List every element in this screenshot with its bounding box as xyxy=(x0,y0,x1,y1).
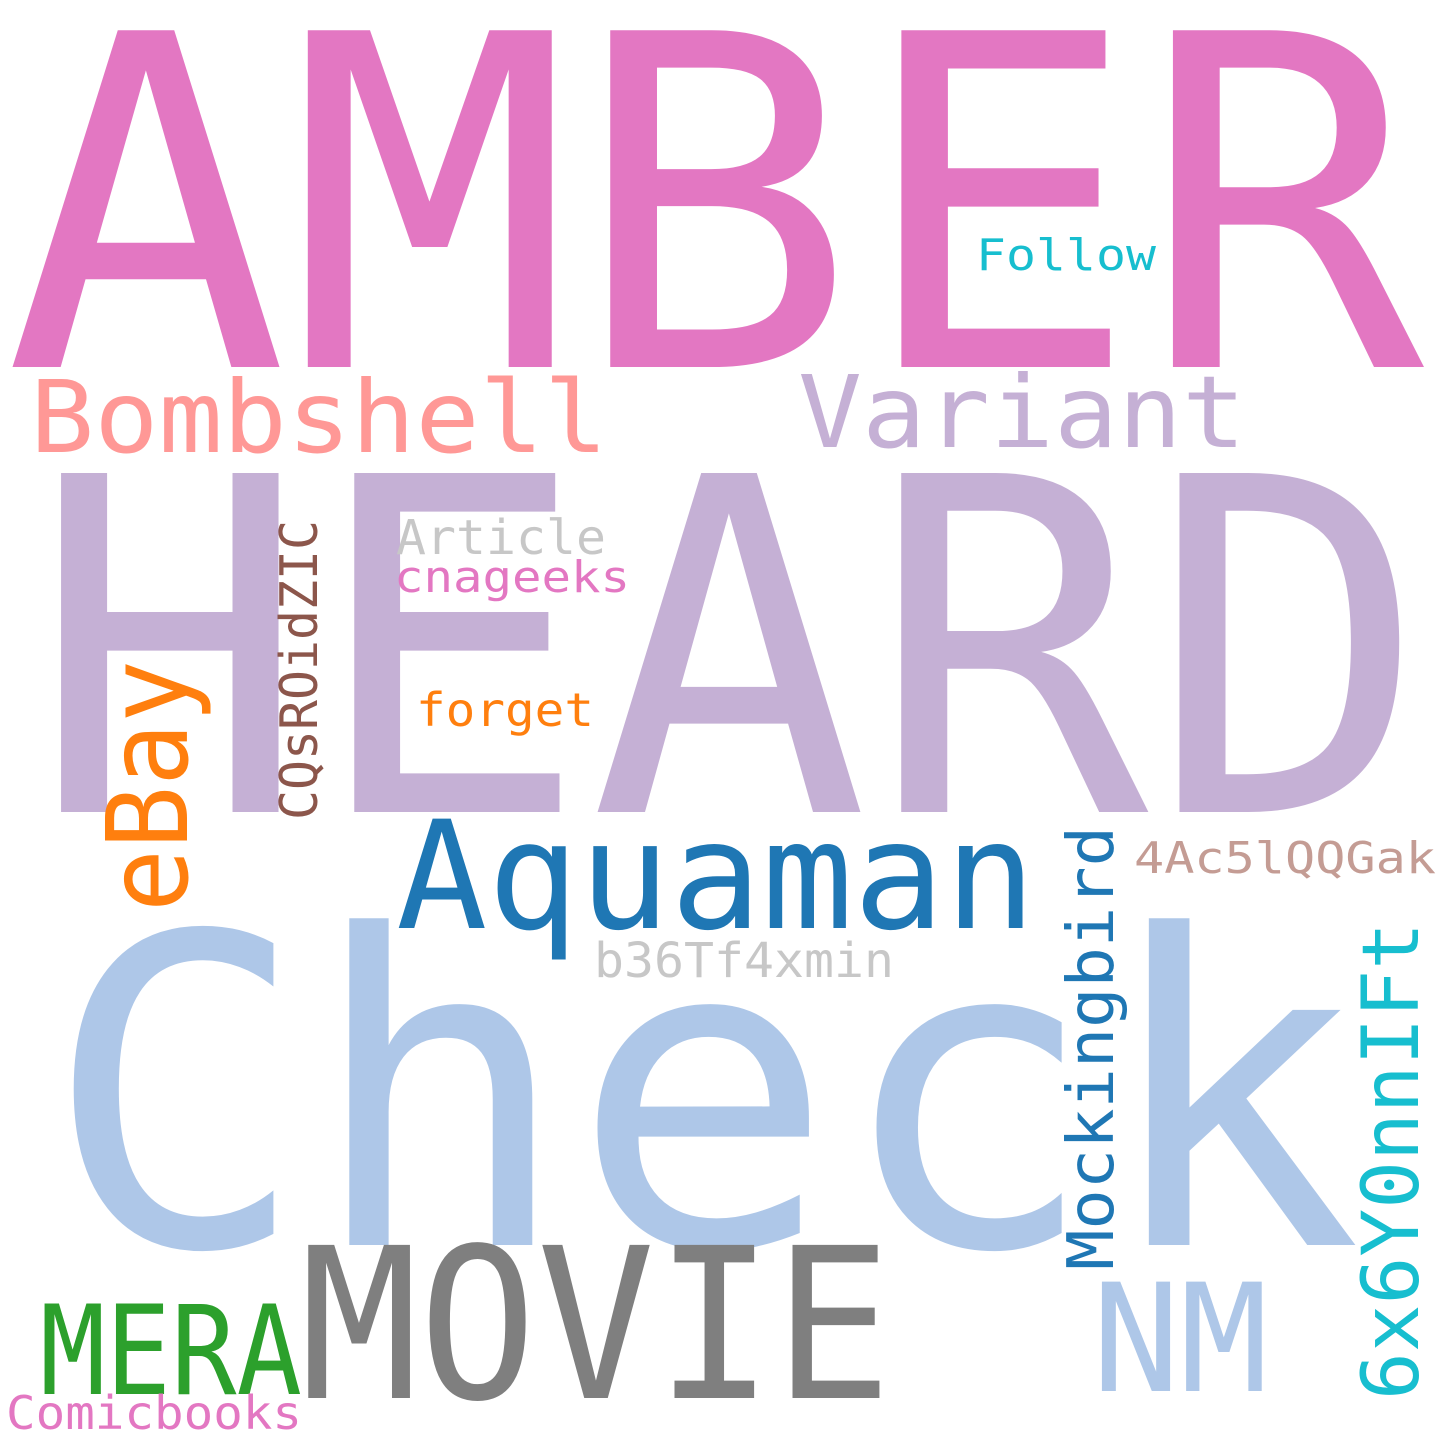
word-movie: MOVIE xyxy=(300,1203,892,1440)
word-follow: Follow xyxy=(976,230,1157,281)
word-variant: Variant xyxy=(798,354,1246,471)
word-6x6y0nnift: 6x6Y0nnIFt xyxy=(1347,922,1437,1400)
word-b36tf4xmin: b36Tf4xmin xyxy=(594,933,894,989)
word-cqsroidzic: CQsROidZIC xyxy=(270,520,330,820)
word-article: Article xyxy=(396,510,606,566)
word-nm: NM xyxy=(1092,1253,1268,1427)
word-heard: HEARD xyxy=(30,380,1428,922)
word-mera: MERA xyxy=(40,1280,302,1424)
word-aquaman: Aquaman xyxy=(396,790,1036,964)
word-4ac5lqqgak: 4Ac5lQQGak xyxy=(1134,833,1436,884)
word-bombshell: Bombshell xyxy=(30,359,608,476)
word-cnageeks: cnageeks xyxy=(394,552,630,603)
word-mockingbird: Mockingbird xyxy=(1055,826,1129,1270)
word-check: Check xyxy=(44,847,1362,1347)
word-ebay: eBay xyxy=(84,660,214,912)
word-comicbooks: Comicbooks xyxy=(6,1386,302,1440)
word-amber: AMBER xyxy=(4,0,1427,476)
word-forget: forget xyxy=(416,683,594,737)
